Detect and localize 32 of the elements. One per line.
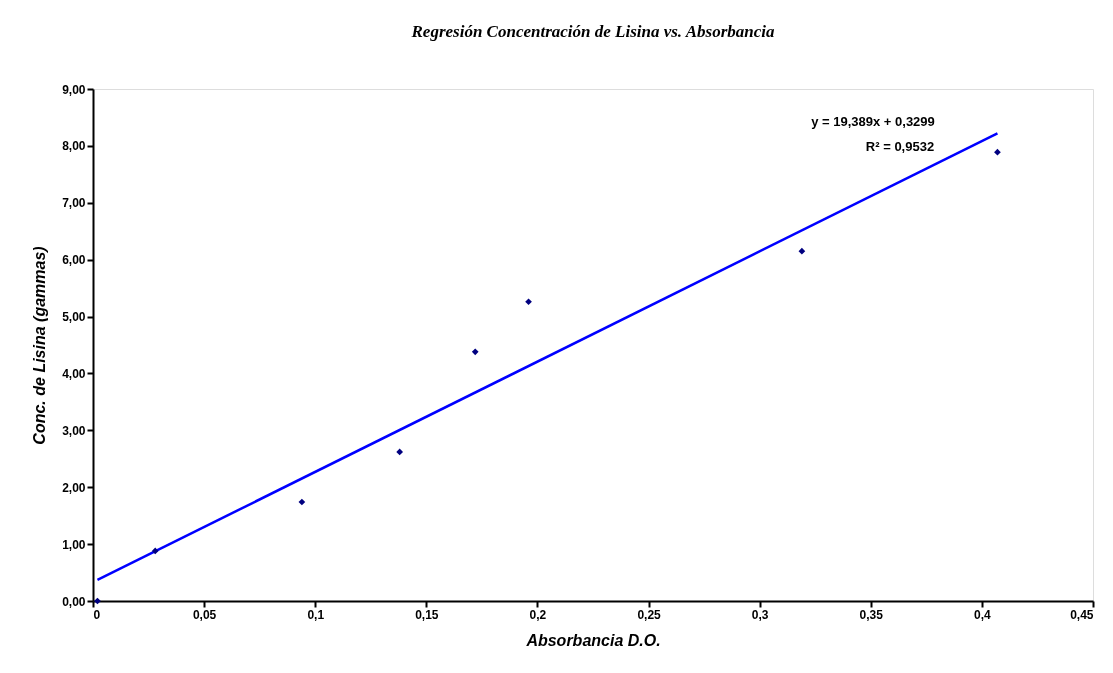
point: [525, 298, 532, 306]
x-axis-title: Absorbancia D.O.: [525, 631, 661, 649]
x-tick-label: 0,1: [307, 607, 325, 622]
annotation: y = 19,389x + 0,3299: [811, 114, 935, 129]
y-tick-label: 7,00: [62, 196, 86, 211]
x-tick-label: 0,3: [751, 607, 769, 622]
y-tick-label: 9,00: [62, 82, 86, 97]
point: [396, 448, 404, 456]
x-tick-label: 0,35: [859, 607, 884, 622]
y-tick-label: 0,00: [62, 594, 86, 609]
x-tick-label: 0,05: [192, 607, 217, 622]
y-tick-label: 6,00: [62, 253, 86, 268]
x-tick-label: 0,25: [637, 607, 662, 622]
x-tick-label: 0,4: [974, 607, 992, 622]
point: [994, 148, 1001, 156]
y-tick-label: 8,00: [62, 139, 86, 154]
y-tick-label: 1,00: [62, 537, 86, 552]
y-tick-label: 2,00: [62, 480, 86, 495]
y-tick-label: 5,00: [62, 310, 86, 325]
y-axis-title: Conc. de Lisina (gammas): [31, 246, 49, 445]
x-tick-label: 0,2: [529, 607, 547, 622]
x-tick-label: 0,15: [415, 607, 439, 622]
point: [298, 498, 306, 506]
annotation: R² = 0,9532: [865, 139, 935, 154]
y-tick-label: 3,00: [62, 423, 86, 438]
y-tick-label: 4,00: [62, 366, 86, 381]
point: [798, 247, 806, 255]
point: [471, 348, 479, 356]
x-tick-label: 0: [93, 607, 101, 622]
point: [151, 547, 159, 555]
x-tick-label: 0,45: [1070, 607, 1094, 622]
chart-title: Regresión Concentración de Lisina vs. Absorbancia: [410, 22, 775, 41]
